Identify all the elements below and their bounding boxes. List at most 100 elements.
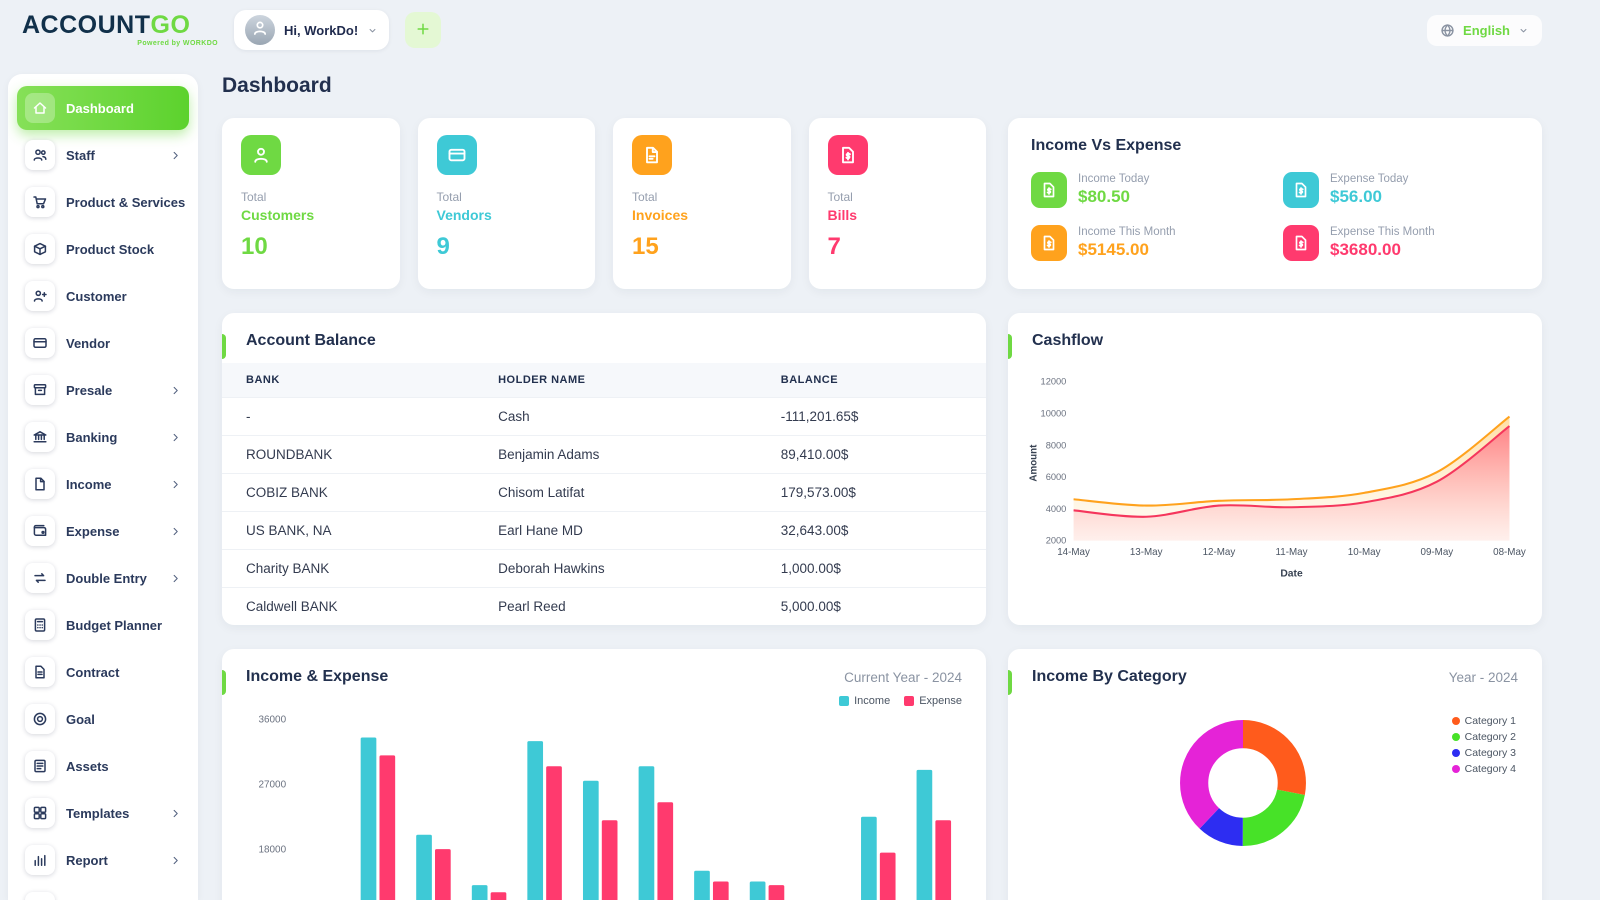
sidebar-item-label: Contract (66, 664, 120, 680)
file-icon (25, 469, 55, 499)
sidebar-item-label: Product Stock (66, 241, 155, 257)
chevron-right-icon (170, 573, 181, 584)
sidebar-item-assets[interactable]: Assets (17, 744, 189, 788)
sidebar-item-banking[interactable]: Banking (17, 415, 189, 459)
income-vs-expense-card: Income Vs Expense Income Today $80.50 Expe… (1008, 118, 1542, 289)
table-row: - Cash -111,201.65$ (222, 397, 986, 436)
legend-label: Category 4 (1464, 763, 1516, 775)
legend-label: Category 2 (1464, 731, 1516, 743)
legend-label: Expense (919, 695, 962, 707)
ive-value: $5145.00 (1078, 240, 1149, 259)
sidebar-item-label: Product & Services (66, 194, 186, 210)
sidebar: Dashboard Staff Product & Services Product … (8, 74, 198, 900)
svg-text:6000: 6000 (1046, 472, 1067, 482)
add-button[interactable] (405, 12, 442, 48)
income-expense-legend: Income Expense (222, 695, 986, 707)
file-dollar-icon (1031, 225, 1067, 261)
card-icon (25, 328, 55, 358)
account-balance-card: Account Balance BANK HOLDER NAME BALANCE -… (222, 313, 986, 625)
stat-value: 15 (632, 233, 659, 260)
sidebar-item-expense[interactable]: Expense (17, 509, 189, 553)
language-label: English (1463, 22, 1510, 38)
sidebar-item-label: Budget Planner (66, 617, 163, 633)
user-menu[interactable]: Hi, WorkDo! (234, 10, 390, 50)
legend-swatch (904, 696, 915, 706)
user-plus-icon (25, 281, 55, 311)
svg-text:12000: 12000 (1041, 377, 1067, 387)
account-balance-title: Account Balance (246, 332, 376, 349)
brand-tagline: Powered by WORKDO (137, 40, 218, 47)
sidebar-item-product-services[interactable]: Product & Services (17, 180, 189, 224)
sidebar-item-product-stock[interactable]: Product Stock (17, 227, 189, 271)
stat-value: 10 (241, 233, 268, 260)
stat-category-label: Vendors (436, 207, 492, 223)
sidebar-item-contract[interactable]: Contract (17, 650, 189, 694)
top-row: Total Customers 10 Total Vendors 9 Total Invoic… (222, 118, 1542, 289)
stat-value: 9 (436, 233, 450, 260)
table-cell: 1,000.00$ (756, 549, 986, 588)
income-expense-subtitle: Current Year - 2024 (844, 669, 962, 685)
bank-icon (25, 422, 55, 452)
account-balance-table: BANK HOLDER NAME BALANCE - Cash -111,201.65$… (222, 363, 986, 625)
sidebar-item-templates[interactable]: Templates (17, 791, 189, 835)
calc-icon (25, 610, 55, 640)
sidebar-item-constant[interactable]: Constant (17, 885, 189, 900)
table-cell: Cash (474, 397, 757, 436)
svg-text:14-May: 14-May (1057, 547, 1090, 558)
table-cell: US BANK, NA (222, 511, 475, 550)
file-dollar-icon (1031, 172, 1067, 208)
income-expense-chart: 09000180002700036000JanuaryFebruaryMarch… (259, 715, 952, 900)
cashflow-title: Cashflow (1032, 332, 1104, 349)
legend-label: Category 1 (1464, 715, 1516, 727)
sidebar-item-label: Vendor (66, 335, 111, 351)
stat-card-bills: Total Bills 7 (808, 118, 986, 289)
svg-text:12-May: 12-May (1203, 547, 1236, 558)
stat-value: 7 (827, 233, 841, 260)
income-expense-title: Income & Expense (246, 668, 389, 685)
sidebar-item-label: Customer (66, 288, 127, 304)
svg-text:10000: 10000 (1041, 408, 1067, 418)
person-icon (241, 135, 281, 175)
table-cell: Deborah Hawkins (474, 549, 757, 588)
sidebar-item-staff[interactable]: Staff (17, 133, 189, 177)
file-dollar-icon (1283, 172, 1319, 208)
sidebar-item-customer[interactable]: Customer (17, 274, 189, 318)
gear-icon (25, 892, 55, 900)
person-icon (251, 19, 269, 42)
language-selector[interactable]: English (1427, 14, 1542, 46)
sidebar-item-double-entry[interactable]: Double Entry (17, 556, 189, 600)
table-cell: Caldwell BANK (222, 587, 475, 625)
ive-value: $80.50 (1078, 187, 1130, 206)
table-row: Caldwell BANK Pearl Reed 5,000.00$ (222, 587, 986, 625)
sidebar-item-budget-planner[interactable]: Budget Planner (17, 603, 189, 647)
income-expense-card: Income & Expense Current Year - 2024 Inc… (222, 649, 986, 900)
sidebar-item-report[interactable]: Report (17, 838, 189, 882)
legend-label: Income (854, 695, 891, 707)
income-by-category-title: Income By Category (1032, 668, 1187, 685)
ive-label: Income This Month (1078, 226, 1176, 238)
sidebar-item-label: Goal (66, 711, 95, 727)
middle-row: Account Balance BANK HOLDER NAME BALANCE -… (222, 313, 1542, 625)
sidebar-item-goal[interactable]: Goal (17, 697, 189, 741)
table-cell: 179,573.00$ (756, 473, 986, 512)
top-bar: ACCOUNTGO Powered by WORKDO Hi, WorkDo! … (0, 0, 1600, 60)
legend-item-expense: Expense (904, 695, 962, 707)
box-icon (25, 234, 55, 264)
sidebar-item-label: Expense (66, 523, 120, 539)
sidebar-item-income[interactable]: Income (17, 462, 189, 506)
svg-text:18000: 18000 (259, 844, 287, 855)
income-vs-expense-title: Income Vs Expense (1031, 137, 1182, 154)
table-row: COBIZ BANK Chisom Latifat 179,573.00$ (222, 473, 986, 512)
sidebar-item-label: Assets (66, 758, 109, 774)
sidebar-item-presale[interactable]: Presale (17, 368, 189, 412)
ive-text: Expense Today $56.00 (1330, 173, 1408, 207)
sidebar-item-dashboard[interactable]: Dashboard (17, 86, 189, 130)
svg-text:27000: 27000 (259, 779, 287, 790)
legend-dot (1451, 749, 1460, 757)
table-cell: 32,643.00$ (756, 511, 986, 550)
globe-icon (1440, 23, 1455, 38)
chevron-down-icon (367, 25, 378, 36)
stat-total-label: Total (632, 190, 658, 204)
sidebar-item-vendor[interactable]: Vendor (17, 321, 189, 365)
file-dollar-icon (827, 135, 868, 175)
